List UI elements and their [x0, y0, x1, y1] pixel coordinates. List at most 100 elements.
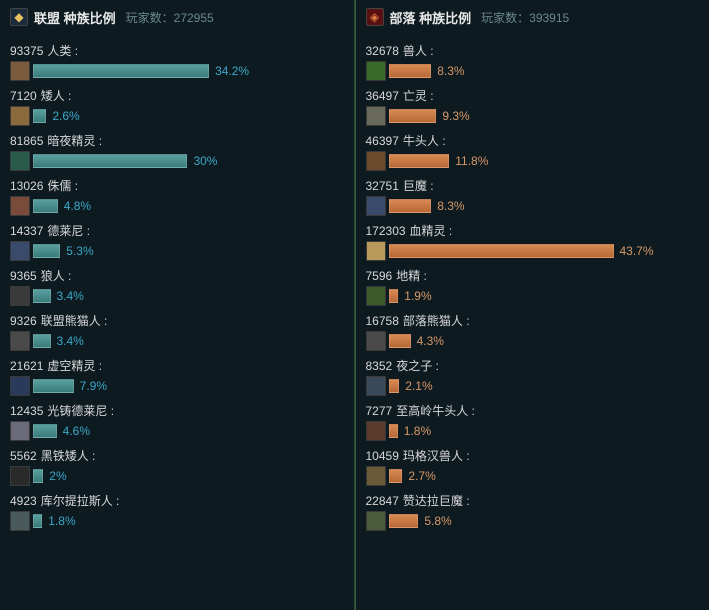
race-label-line: 7277至高岭牛头人	[366, 402, 700, 419]
race-label-line: 13026侏儒	[10, 177, 344, 194]
race-bar-line: 30%	[10, 151, 344, 171]
race-count: 32751	[366, 179, 399, 193]
race-percentage: 2%	[49, 469, 66, 483]
race-count: 9365	[10, 269, 37, 283]
horde-header: ◈ 部落 种族比例 玩家数：393915	[366, 6, 700, 28]
race-bar-fill	[389, 199, 432, 213]
race-name: 人类	[47, 42, 78, 59]
race-name: 玛格汉兽人	[403, 447, 470, 464]
race-bar-line: 43.7%	[366, 241, 700, 261]
race-bar-fill	[389, 514, 419, 528]
race-name: 赞达拉巨魔	[403, 492, 470, 509]
race-portrait-icon	[366, 421, 386, 441]
race-portrait-icon	[10, 331, 30, 351]
race-percentage: 2.1%	[405, 379, 432, 393]
race-bar-line: 1.8%	[10, 511, 344, 531]
race-count: 7596	[366, 269, 393, 283]
race-label-line: 93375人类	[10, 42, 344, 59]
race-percentage: 7.9%	[80, 379, 107, 393]
race-name: 兽人	[403, 42, 434, 59]
race-name: 部落熊猫人	[403, 312, 470, 329]
race-portrait-icon	[10, 151, 30, 171]
race-row: 14337德莱尼 5.3%	[10, 222, 344, 261]
race-portrait-icon	[366, 331, 386, 351]
race-bar-fill	[33, 379, 74, 393]
race-row: 32678兽人8.3%	[366, 42, 700, 81]
race-bar-fill	[33, 469, 43, 483]
race-row: 16758部落熊猫人4.3%	[366, 312, 700, 351]
race-percentage: 4.3%	[417, 334, 444, 348]
race-label-line: 5562黑铁矮人	[10, 447, 344, 464]
race-bar-line: 3.4%	[10, 286, 344, 306]
race-portrait-icon	[10, 286, 30, 306]
race-portrait-icon	[10, 196, 30, 216]
race-bar-fill	[389, 64, 432, 78]
race-percentage: 2.6%	[52, 109, 79, 123]
race-percentage: 30%	[193, 154, 217, 168]
race-bar-line: 11.8%	[366, 151, 700, 171]
race-name: 光铸德莱尼	[47, 402, 114, 419]
race-name: 血精灵	[410, 222, 453, 239]
race-bar-fill	[389, 244, 614, 258]
race-bar-line: 4.6%	[10, 421, 344, 441]
race-percentage: 4.6%	[63, 424, 90, 438]
race-percentage: 34.2%	[215, 64, 249, 78]
race-name: 矮人	[41, 87, 72, 104]
race-bar-fill	[33, 199, 58, 213]
horde-races: 32678兽人8.3%36497亡灵9.3%46397牛头人11.8%32751…	[366, 42, 700, 531]
race-bar-line: 4.3%	[366, 331, 700, 351]
race-bar-fill	[389, 424, 398, 438]
race-row: 9326联盟熊猫人 3.4%	[10, 312, 344, 351]
race-row: 36497亡灵9.3%	[366, 87, 700, 126]
race-name: 黑铁矮人	[41, 447, 96, 464]
race-label-line: 32751巨魔	[366, 177, 700, 194]
race-bar-line: 1.8%	[366, 421, 700, 441]
race-label-line: 32678兽人	[366, 42, 700, 59]
race-portrait-icon	[10, 376, 30, 396]
race-bar-line: 3.4%	[10, 331, 344, 351]
race-label-line: 7596地精	[366, 267, 700, 284]
alliance-header: ◆ 联盟 种族比例 玩家数：272955	[10, 6, 344, 28]
race-percentage: 3.4%	[57, 334, 84, 348]
race-name: 虚空精灵	[47, 357, 102, 374]
race-percentage: 43.7%	[620, 244, 654, 258]
race-bar-line: 1.9%	[366, 286, 700, 306]
race-row: 32751巨魔 8.3%	[366, 177, 700, 216]
race-portrait-icon	[10, 61, 30, 81]
race-bar-line: 34.2%	[10, 61, 344, 81]
alliance-title: 联盟 种族比例	[34, 8, 116, 27]
race-portrait-icon	[10, 106, 30, 126]
race-bar-fill	[389, 154, 450, 168]
race-label-line: 4923库尔提拉斯人	[10, 492, 344, 509]
race-bar-fill	[389, 469, 403, 483]
race-percentage: 8.3%	[437, 199, 464, 213]
race-bar-line: 2.7%	[366, 466, 700, 486]
race-label-line: 21621虚空精灵	[10, 357, 344, 374]
race-portrait-icon	[366, 466, 386, 486]
race-count: 10459	[366, 449, 399, 463]
race-row: 4923库尔提拉斯人 1.8%	[10, 492, 344, 531]
race-percentage: 1.8%	[404, 424, 431, 438]
race-label-line: 10459 玛格汉兽人	[366, 447, 700, 464]
race-name: 暗夜精灵	[47, 132, 102, 149]
race-label-line: 81865 暗夜精灵	[10, 132, 344, 149]
race-count: 14337	[10, 224, 43, 238]
race-bar-line: 2.1%	[366, 376, 700, 396]
race-row: 7120矮人2.6%	[10, 87, 344, 126]
race-row: 81865 暗夜精灵 30%	[10, 132, 344, 171]
race-bar-fill	[33, 244, 60, 258]
race-label-line: 172303血精灵	[366, 222, 700, 239]
race-count: 81865	[10, 134, 43, 148]
race-row: 7277至高岭牛头人 1.8%	[366, 402, 700, 441]
race-bar-fill	[33, 154, 187, 168]
race-label-line: 46397牛头人	[366, 132, 700, 149]
race-bar-line: 2.6%	[10, 106, 344, 126]
race-portrait-icon	[366, 196, 386, 216]
race-name: 侏儒	[47, 177, 78, 194]
race-portrait-icon	[366, 61, 386, 81]
race-count: 9326	[10, 314, 37, 328]
race-bar-line: 5.3%	[10, 241, 344, 261]
race-label-line: 9326联盟熊猫人	[10, 312, 344, 329]
race-name: 地精	[396, 267, 427, 284]
race-label-line: 14337德莱尼	[10, 222, 344, 239]
